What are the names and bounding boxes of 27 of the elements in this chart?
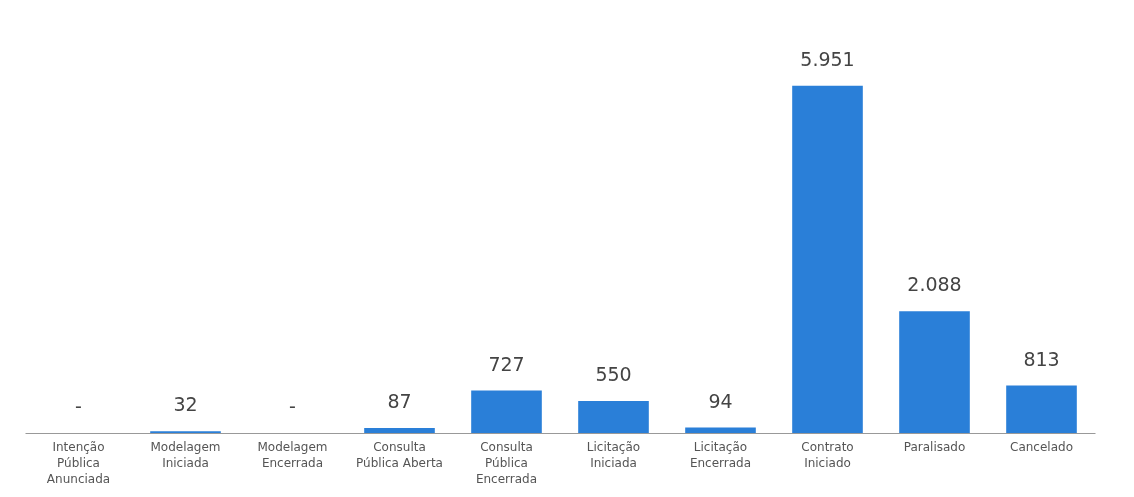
x-tick-label: Consulta Pública Aberta bbox=[356, 439, 443, 470]
data-label: 727 bbox=[488, 352, 525, 375]
bar bbox=[899, 311, 970, 433]
bar bbox=[1006, 385, 1077, 433]
data-label: - bbox=[289, 395, 296, 417]
bar bbox=[578, 400, 649, 433]
data-label: 5.951 bbox=[800, 47, 855, 70]
bar bbox=[685, 427, 756, 433]
data-label: 87 bbox=[387, 389, 412, 412]
x-tick-label: Modelagem Iniciada bbox=[150, 439, 221, 470]
x-tick-label: Consulta Pública Encerrada bbox=[475, 439, 538, 486]
data-label: 813 bbox=[1023, 347, 1060, 370]
x-tick-label: Contrato Iniciado bbox=[801, 439, 854, 470]
x-tick-label: Licitação Encerrada bbox=[689, 439, 752, 470]
x-tick-label: Cancelado bbox=[1010, 439, 1073, 454]
data-label: 94 bbox=[708, 389, 733, 412]
x-tick-label: Paralisado bbox=[903, 439, 966, 454]
data-label: 32 bbox=[173, 393, 198, 416]
x-tick-label: Modelagem Encerrada bbox=[257, 439, 328, 470]
x-tick-label: Intenção Pública Anunciada bbox=[46, 439, 111, 486]
bar bbox=[792, 85, 863, 433]
bar bbox=[471, 390, 542, 433]
x-tick-label: Licitação Iniciada bbox=[586, 439, 641, 470]
data-label: 2.088 bbox=[907, 273, 962, 296]
bar bbox=[364, 427, 435, 433]
data-label: - bbox=[75, 395, 82, 417]
data-label: 550 bbox=[595, 362, 632, 385]
